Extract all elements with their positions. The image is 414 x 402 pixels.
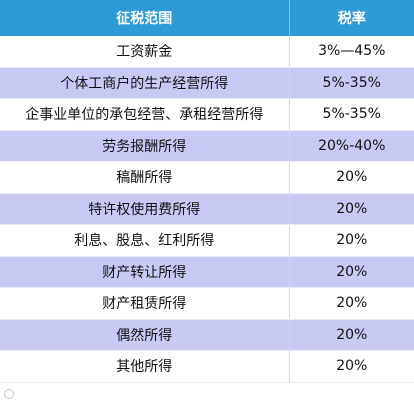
scope-cell: 劳务报酬所得 [0, 130, 290, 162]
table-header-row: 征税范围 税率 [0, 0, 414, 36]
rate-cell: 20% [289, 256, 414, 288]
watermark [4, 389, 16, 399]
rate-cell: 20% [289, 161, 414, 194]
rate-cell: 20%-40% [289, 130, 414, 162]
header-rate: 税率 [289, 0, 414, 36]
table-row: 稿酬所得 20% [0, 161, 414, 194]
table-row: 财产租赁所得 20% [0, 287, 414, 320]
table-row: 劳务报酬所得 20%-40% [0, 130, 414, 162]
table-row: 利息、股息、红利所得 20% [0, 224, 414, 257]
table-row: 其他所得 20% [0, 350, 414, 383]
rate-cell: 5%-35% [289, 67, 414, 99]
scope-cell: 财产租赁所得 [0, 287, 290, 320]
tax-rate-table: 征税范围 税率 工资薪金 3%—45% 个体工商户的生产经营所得 5%-35% … [0, 0, 414, 383]
rate-cell: 20% [289, 193, 414, 225]
table-row: 财产转让所得 20% [0, 256, 414, 288]
watermark-logo-icon [4, 389, 14, 399]
header-scope: 征税范围 [0, 0, 290, 36]
scope-cell: 工资薪金 [0, 36, 290, 68]
scope-cell: 其他所得 [0, 350, 290, 383]
rate-cell: 20% [289, 224, 414, 257]
table-row: 工资薪金 3%—45% [0, 36, 414, 68]
rate-cell: 3%—45% [289, 36, 414, 68]
table-row: 个体工商户的生产经营所得 5%-35% [0, 67, 414, 99]
rate-cell: 20% [289, 350, 414, 383]
rate-cell: 20% [289, 287, 414, 320]
scope-cell: 偶然所得 [0, 319, 290, 351]
scope-cell: 财产转让所得 [0, 256, 290, 288]
scope-cell: 企事业单位的承包经营、承租经营所得 [0, 98, 290, 131]
table-row: 企事业单位的承包经营、承租经营所得 5%-35% [0, 98, 414, 131]
table-row: 特许权使用费所得 20% [0, 193, 414, 225]
table-row: 偶然所得 20% [0, 319, 414, 351]
rate-cell: 20% [289, 319, 414, 351]
rate-cell: 5%-35% [289, 98, 414, 131]
scope-cell: 稿酬所得 [0, 161, 290, 194]
scope-cell: 利息、股息、红利所得 [0, 224, 290, 257]
scope-cell: 个体工商户的生产经营所得 [0, 67, 290, 99]
scope-cell: 特许权使用费所得 [0, 193, 290, 225]
